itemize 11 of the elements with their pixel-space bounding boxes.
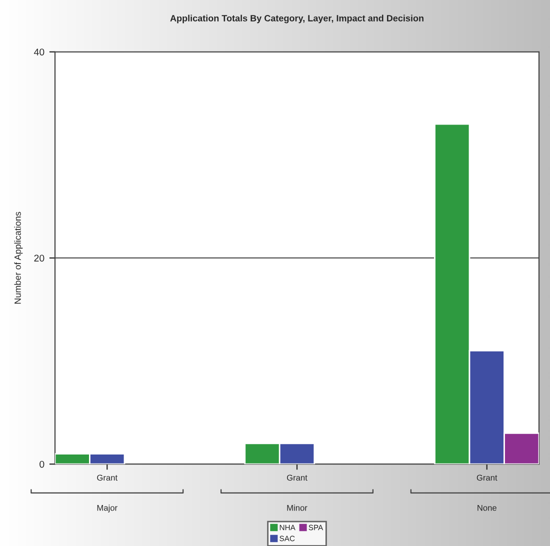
text: Minor (287, 504, 308, 511)
text: Major (97, 504, 118, 512)
y-tick-label: 0 (40, 460, 44, 468)
y-axis-title: Number of Applications (14, 212, 23, 304)
y-tick-label: 40 (34, 48, 44, 56)
text: None (478, 504, 496, 511)
chart-title: Application Totals By Category, Layer, Impact and Decision (170, 14, 424, 24)
x-tick-label: Grant (287, 474, 308, 481)
x-tick-label: Grant (476, 474, 498, 481)
y-tick-label: 20 (34, 254, 44, 262)
x-tick-label: Grant (97, 474, 118, 481)
